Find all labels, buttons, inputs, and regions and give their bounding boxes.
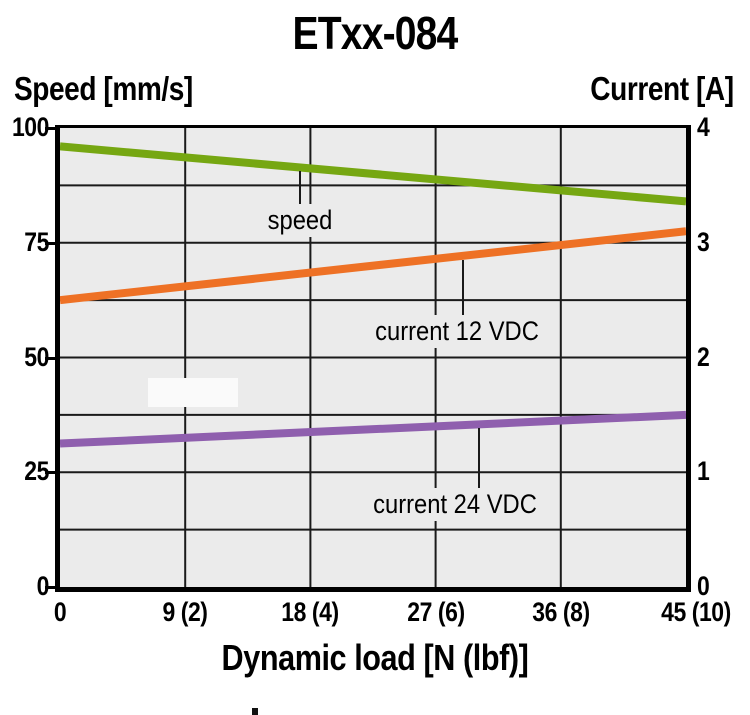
left-axis-caption: Speed [mm/s] — [14, 70, 193, 107]
left-axis-tick-mark — [45, 127, 55, 130]
speed-line-label: speed — [261, 204, 339, 238]
left-axis-tick-label: 50 — [24, 341, 49, 372]
current-24-VDC-line — [60, 410, 686, 448]
current-12vdc-line-label: current 12 VDC — [368, 315, 546, 349]
left-axis-tick-mark — [45, 241, 55, 245]
x-axis-tick-label: 18 (4) — [281, 597, 340, 627]
plot-canvas — [60, 128, 686, 587]
x-axis-tick-label: 0 — [53, 597, 67, 627]
current-24vdc-leader-line — [478, 428, 480, 490]
speed-leader-line — [299, 171, 301, 206]
chart-title: ETxx-084 — [292, 7, 459, 59]
erased-region-artifact — [148, 378, 238, 407]
left-axis-tick-mark — [45, 356, 55, 360]
plot-area: speed current 12 VDC current 24 VDC — [55, 125, 691, 592]
x-axis-tick-label: 45 (10) — [661, 597, 731, 627]
right-axis-tick-label: 4 — [697, 111, 710, 142]
left-axis-tick-label: 0 — [36, 570, 50, 601]
x-axis-caption: Dynamic load [N (lbf)] — [221, 637, 529, 678]
right-axis-tick-label: 3 — [697, 226, 710, 257]
left-axis-tick-label: 75 — [24, 226, 49, 257]
current-12-VDC-line — [60, 227, 686, 305]
left-axis-tick-mark — [45, 471, 55, 475]
x-axis-tick-label: 9 (2) — [162, 597, 209, 627]
cropped-text-fragment — [252, 708, 258, 715]
x-axis-tick-label: 27 (6) — [406, 597, 465, 627]
right-axis-caption: Current [A] — [590, 70, 735, 107]
current-12vdc-leader-line — [462, 260, 464, 317]
left-axis-tick-label: 100 — [11, 111, 49, 142]
current-24vdc-line-label: current 24 VDC — [366, 488, 544, 522]
x-axis-tick-label: 36 (8) — [532, 597, 590, 627]
speed-line — [60, 142, 686, 206]
left-axis-tick-label: 25 — [24, 456, 49, 487]
left-axis-tick-mark — [45, 586, 55, 589]
right-axis-tick-label: 2 — [697, 341, 710, 372]
right-axis-tick-label: 0 — [697, 570, 710, 601]
right-axis-tick-label: 1 — [697, 456, 710, 487]
